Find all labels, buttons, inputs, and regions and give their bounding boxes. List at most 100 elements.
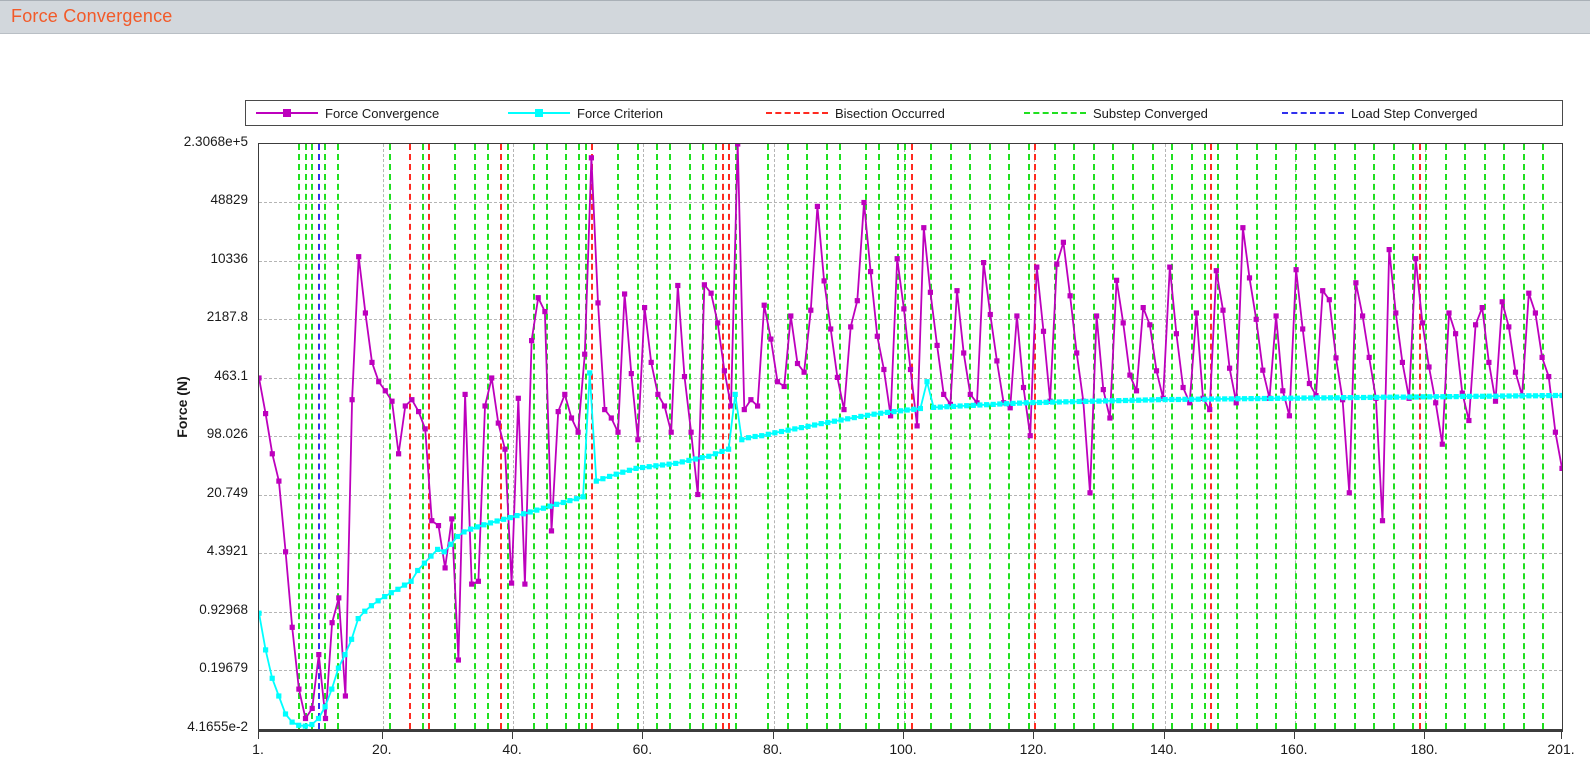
y-tick-label: 10336 [210,250,248,266]
x-tick-mark [902,731,904,739]
event-line-substep [473,144,476,729]
x-axis-line [258,730,1563,732]
event-line-substep [1216,144,1219,729]
legend-label: Substep Converged [1093,105,1208,121]
x-tick-mark [512,731,514,739]
x-tick-label: 40. [502,741,522,757]
event-line-substep [311,144,314,729]
event-line-bisection [428,144,431,729]
legend-item-3[interactable]: Substep Converged [1024,101,1208,125]
event-line-substep [1444,144,1447,729]
event-line-substep [864,144,867,729]
event-line-substep [304,144,307,729]
event-line-substep [1412,144,1415,729]
event-line-substep [1112,144,1115,729]
event-line-substep [1542,144,1545,729]
event-line-substep [1008,144,1011,729]
event-line-substep [838,144,841,729]
event-line-substep [1294,144,1297,729]
legend-swatch-icon [508,106,570,120]
event-line-substep [1255,144,1258,729]
event-line-bisection [591,144,594,729]
event-line-substep [337,144,340,729]
event-line-bisection [910,144,913,729]
legend-item-4[interactable]: Load Step Converged [1282,101,1477,125]
vertical-gridline [1164,144,1166,729]
x-tick-mark [258,731,259,739]
window-header-bar: Force Convergence [0,0,1590,34]
event-line-substep [298,144,301,729]
event-line-substep [786,144,789,729]
x-tick-label: 160. [1280,741,1308,757]
event-line-bisection [728,144,731,729]
event-line-substep [897,144,900,729]
event-line-substep [949,144,952,729]
event-line-substep [702,144,705,729]
x-tick-label: 201. [1547,741,1575,757]
legend-label: Load Step Converged [1351,105,1478,121]
x-tick-mark [642,731,644,739]
event-line-substep [1073,144,1076,729]
event-line-substep [532,144,535,729]
legend-label: Force Convergence [325,105,440,121]
event-line-substep [1392,144,1395,729]
x-tick-mark [1033,731,1035,739]
y-tick-label: 463.1 [214,367,248,383]
event-line-substep [1203,144,1206,729]
legend-item-0[interactable]: Force Convergence [256,101,439,125]
event-line-substep [421,144,424,729]
x-tick-mark [1293,731,1295,739]
event-line-substep [1236,144,1239,729]
series-canvas [259,144,1562,729]
legend-item-1[interactable]: Force Criterion [508,101,663,125]
x-tick-label: 60. [632,741,653,757]
event-line-bisection [1034,144,1037,729]
x-tick-mark [1424,731,1426,739]
event-line-substep [487,144,490,729]
event-line-substep [1464,144,1467,729]
x-tick-label: 180. [1410,741,1438,757]
event-line-bisection [408,144,411,729]
event-line-substep [1190,144,1193,729]
y-tick-label: 0.19679 [199,660,248,676]
event-line-substep [506,144,509,729]
plot-area[interactable] [258,143,1563,730]
event-line-substep [1425,144,1428,729]
legend-item-2[interactable]: Bisection Occurred [766,101,945,125]
event-line-substep [1053,144,1056,729]
y-tick-label: 4.3921 [206,543,248,559]
event-line-substep [1314,144,1317,729]
y-tick-label: 0.92968 [199,602,248,617]
legend-swatch-icon [1282,106,1344,120]
y-tick-label: 2187.8 [206,309,248,325]
chart-legend: Force Convergence Force Criterion Bisectio… [245,100,1563,126]
event-line-substep [903,144,906,729]
x-tick-mark [772,731,774,739]
event-line-substep [324,144,327,729]
event-line-substep [1151,144,1154,729]
x-tick-label: 1. [252,741,264,757]
event-line-substep [988,144,991,729]
x-tick-label: 80. [762,741,783,757]
event-line-substep [930,144,933,729]
event-line-substep [617,144,620,729]
series-force-convergence [259,144,1562,722]
x-tick-label: 120. [1019,741,1047,757]
event-line-substep [1503,144,1506,729]
event-line-substep [565,144,568,729]
y-tick-label: 20.749 [206,485,248,500]
y-tick-label: 98.026 [206,426,248,442]
event-line-substep [389,144,392,729]
vertical-gridline [773,144,775,729]
event-line-substep [1275,144,1278,729]
y-tick-label: 2.3068e+5 [183,134,248,149]
x-tick-label: 140. [1149,741,1178,757]
legend-swatch-icon [1024,106,1086,120]
event-line-substep [1333,144,1336,729]
vertical-gridline [382,144,384,729]
legend-label: Force Criterion [577,105,663,121]
event-line-substep [1353,144,1356,729]
y-tick-label: 48829 [210,192,248,208]
event-line-substep [1132,144,1134,729]
event-line-substep [578,144,581,729]
